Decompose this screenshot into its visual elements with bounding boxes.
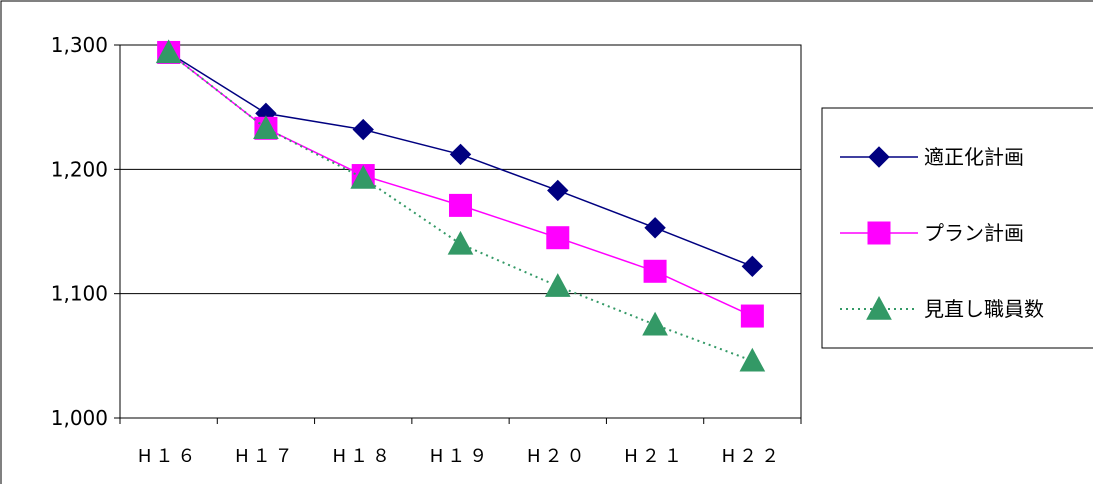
data-point — [253, 115, 279, 140]
y-tick-label: 1,100 — [51, 282, 108, 306]
data-point — [547, 179, 569, 202]
y-tick-label: 1,300 — [51, 33, 108, 57]
data-point — [449, 193, 472, 217]
data-point — [155, 39, 182, 64]
y-axis-labels: 1,000 1,100 1,200 1,300 — [51, 33, 120, 430]
legend-box — [821, 107, 1093, 349]
x-tick-label: H１９ — [430, 446, 492, 467]
legend-item: 見直し職員数 — [840, 295, 1044, 321]
legend-marker — [868, 146, 890, 168]
x-tick-label: H２１ — [624, 446, 686, 467]
data-point — [447, 230, 474, 255]
data-point — [644, 217, 666, 239]
legend-marker — [867, 221, 891, 245]
legend-marker — [866, 295, 892, 320]
x-tick-label: H２２ — [722, 446, 784, 467]
x-tick-label: H１７ — [235, 446, 297, 467]
y-tick-label: 1,200 — [51, 157, 108, 181]
x-axis: H１６ H１７ H１８ H１９ H２０ H２１ H２２ — [119, 418, 802, 467]
data-point — [739, 347, 766, 372]
data-point — [544, 273, 571, 297]
legend-item: 適正化計画 — [840, 145, 1024, 169]
x-tick-label: H２０ — [527, 446, 589, 467]
legend-item: プラン計画 — [840, 221, 1024, 245]
data-point — [740, 304, 764, 328]
data-point — [352, 118, 374, 141]
series-layer — [155, 39, 766, 372]
y-tick-label: 1,000 — [51, 406, 108, 430]
data-point — [546, 226, 570, 250]
legend-label: プラン計画 — [924, 221, 1024, 245]
x-tick-label: H１８ — [332, 446, 394, 467]
data-point — [643, 259, 667, 283]
data-point — [741, 255, 764, 278]
plot-area — [119, 44, 802, 419]
data-point — [642, 311, 668, 336]
legend-label: 見直し職員数 — [924, 297, 1044, 321]
data-point — [350, 164, 377, 189]
legend-label: 適正化計画 — [924, 145, 1024, 169]
series-3 — [155, 39, 766, 372]
x-tick-label: H１６ — [138, 446, 200, 467]
data-point — [449, 143, 472, 166]
